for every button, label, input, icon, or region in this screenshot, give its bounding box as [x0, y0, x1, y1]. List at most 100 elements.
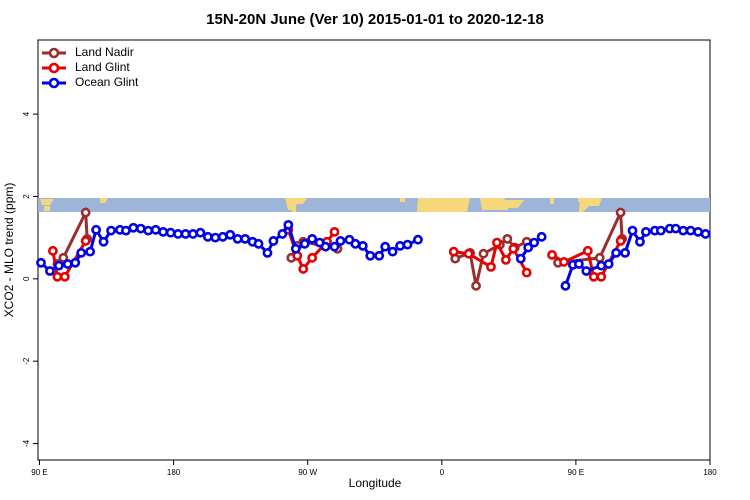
data-point	[135, 223, 146, 234]
data-point	[588, 271, 599, 282]
data-point	[150, 224, 161, 235]
data-point	[502, 233, 513, 244]
data-point	[492, 237, 502, 248]
data-point	[225, 229, 236, 240]
data-point	[529, 237, 540, 248]
data-point	[508, 243, 519, 254]
data-point	[594, 252, 605, 263]
legend-label: Land Glint	[75, 60, 130, 74]
data-point	[471, 280, 481, 291]
data-point	[283, 219, 294, 230]
data-point	[217, 231, 228, 242]
data-point	[173, 229, 183, 239]
data-point	[365, 250, 376, 261]
data-point	[620, 247, 630, 258]
map-strip	[38, 198, 710, 212]
data-point	[596, 271, 607, 282]
y-tick-label: -2	[22, 357, 31, 365]
legend-label: Land Nadir	[75, 45, 134, 59]
x-tick-label: 0	[440, 468, 445, 477]
data-point	[277, 229, 288, 239]
data-point	[395, 240, 405, 251]
data-point	[320, 241, 331, 252]
plot-frame	[37, 39, 711, 461]
x-tick-label: 90 E	[568, 468, 584, 477]
data-point	[195, 227, 206, 238]
data-point	[559, 257, 569, 267]
x-tick-label: 90 W	[298, 468, 317, 477]
data-point	[62, 259, 73, 269]
data-point	[678, 225, 689, 236]
y-tick-label: 2	[22, 194, 31, 199]
data-point	[52, 271, 63, 282]
data-point	[240, 233, 251, 244]
data-point	[350, 238, 361, 249]
data-point	[635, 236, 645, 247]
data-point	[515, 253, 526, 264]
data-point	[329, 226, 340, 237]
data-point	[700, 229, 711, 239]
x-tick-label: 90 E	[31, 468, 47, 477]
data-point	[45, 266, 55, 276]
data-point	[307, 233, 318, 244]
data-point	[70, 257, 81, 268]
legend-marker	[48, 62, 60, 74]
data-point	[478, 248, 489, 259]
data-point	[188, 229, 198, 239]
data-point	[262, 247, 273, 258]
x-tick-label: 180	[167, 468, 181, 477]
data-point	[48, 245, 58, 256]
data-point	[202, 231, 213, 242]
data-point	[521, 267, 532, 278]
x-axis-label: Longitude	[349, 476, 402, 490]
data-point	[560, 280, 571, 291]
y-tick-label: -4	[22, 439, 31, 447]
data-point	[299, 238, 310, 249]
chart-title: 15N-20N June (Ver 10) 2015-01-01 to 2020…	[206, 11, 544, 28]
data-point	[76, 247, 87, 258]
data-point	[268, 236, 279, 246]
data-point	[53, 260, 64, 271]
data-point	[80, 236, 91, 246]
data-point	[380, 241, 391, 252]
data-point	[335, 236, 346, 246]
data-point	[685, 225, 696, 236]
data-point	[98, 236, 109, 247]
legend-label: Ocean Glint	[75, 75, 139, 89]
series	[52, 206, 627, 291]
data-point	[106, 225, 116, 236]
data-point	[232, 233, 243, 244]
data-point	[655, 225, 666, 236]
data-point	[486, 261, 496, 272]
data-point	[180, 229, 191, 239]
data-point	[596, 260, 607, 271]
data-point	[615, 236, 626, 246]
data-point	[670, 223, 681, 234]
data-point	[165, 227, 176, 238]
data-point	[158, 226, 169, 237]
data-point	[290, 243, 301, 254]
data-point	[611, 247, 622, 258]
data-point	[298, 264, 309, 274]
data-point	[500, 254, 511, 265]
data-point	[329, 241, 340, 252]
data-point	[523, 242, 534, 253]
data-point	[307, 252, 318, 263]
data-point	[143, 225, 154, 236]
data-point	[402, 239, 413, 250]
data-point	[121, 225, 131, 236]
data-point	[59, 271, 70, 282]
data-point	[80, 207, 91, 218]
y-axis-label: XCO2 - MLO trend (ppm)	[2, 183, 16, 318]
series	[36, 219, 711, 291]
data-point	[36, 257, 46, 268]
y-tick-label: 0	[22, 276, 31, 281]
x-tick-label: 180	[703, 468, 717, 477]
data-point	[387, 246, 398, 257]
data-point	[91, 224, 102, 235]
data-point	[128, 222, 139, 233]
legend-marker	[48, 47, 60, 59]
data-point	[463, 248, 474, 259]
